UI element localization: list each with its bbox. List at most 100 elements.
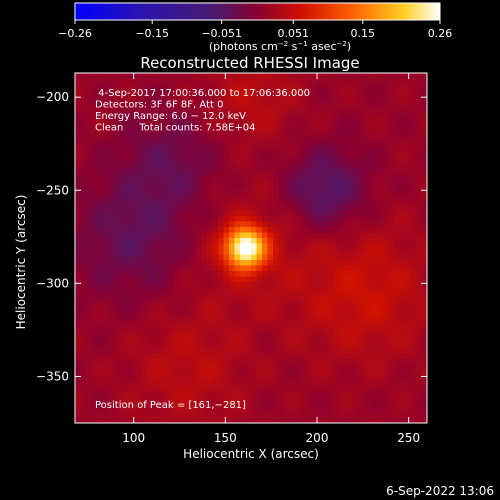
heat-cell xyxy=(317,298,323,305)
heat-cell xyxy=(399,315,406,321)
heat-cell xyxy=(207,194,213,200)
heat-cell xyxy=(300,216,307,222)
heat-cell xyxy=(97,353,103,360)
heat-cell xyxy=(333,144,340,151)
heat-cell xyxy=(328,221,334,228)
heat-cell xyxy=(383,243,389,250)
heat-cell xyxy=(80,139,87,145)
heat-cell xyxy=(240,84,246,90)
heat-cell xyxy=(267,293,274,299)
heat-cell xyxy=(190,326,197,332)
heat-cell xyxy=(168,364,175,371)
heat-cell xyxy=(130,144,136,151)
heat-cell xyxy=(388,276,395,283)
heat-cell xyxy=(289,84,296,90)
heat-cell xyxy=(295,210,301,217)
heat-cell xyxy=(328,95,334,101)
heat-cell xyxy=(190,337,197,343)
heat-cell xyxy=(196,188,202,195)
heat-cell xyxy=(229,408,235,415)
heat-cell xyxy=(119,375,125,382)
heat-cell xyxy=(207,298,213,305)
heat-cell xyxy=(207,392,213,398)
heat-cell xyxy=(97,139,103,145)
heat-cell xyxy=(152,216,158,222)
heat-cell xyxy=(383,238,389,244)
heatmap-image xyxy=(75,73,427,423)
heat-cell xyxy=(124,122,131,129)
heat-cell xyxy=(75,260,81,266)
heat-cell xyxy=(146,111,153,118)
heat-cell xyxy=(190,260,197,266)
heat-cell xyxy=(262,166,268,173)
heat-cell xyxy=(289,304,296,310)
heat-cell xyxy=(361,122,367,129)
heat-cell xyxy=(366,111,373,118)
heat-cell xyxy=(80,298,87,305)
heat-cell xyxy=(141,122,147,129)
heat-cell xyxy=(273,188,279,195)
heat-cell xyxy=(168,106,175,112)
heat-cell xyxy=(317,73,323,79)
heat-cell xyxy=(366,89,373,96)
heat-cell xyxy=(124,161,131,167)
heat-cell xyxy=(306,194,312,200)
heat-cell xyxy=(218,210,224,217)
heat-cell xyxy=(80,128,87,134)
heat-cell xyxy=(168,298,175,305)
heat-cell xyxy=(201,315,208,321)
heat-cell xyxy=(262,232,268,239)
heat-cell xyxy=(339,139,345,145)
heat-cell xyxy=(245,386,252,393)
heat-cell xyxy=(190,133,197,140)
heat-cell xyxy=(410,419,417,423)
heat-cell xyxy=(113,392,120,398)
heat-cell xyxy=(212,243,219,250)
heat-cell xyxy=(355,320,362,327)
heat-cell xyxy=(124,106,131,112)
heat-cell xyxy=(212,397,219,404)
heat-cell xyxy=(190,265,197,272)
heat-cell xyxy=(366,166,373,173)
heat-cell xyxy=(75,414,81,420)
heat-cell xyxy=(201,260,208,266)
heat-cell xyxy=(355,89,362,96)
heat-cell xyxy=(218,392,224,398)
heat-cell xyxy=(273,183,279,189)
heat-cell xyxy=(130,133,136,140)
heat-cell xyxy=(223,331,230,338)
heat-cell xyxy=(190,276,197,283)
heat-cell xyxy=(262,106,268,112)
heat-cell xyxy=(119,106,125,112)
heat-cell xyxy=(300,392,307,398)
heat-cell xyxy=(344,276,351,283)
heat-cell xyxy=(251,128,257,134)
heat-cell xyxy=(108,392,114,398)
heat-cell xyxy=(163,161,169,167)
heat-cell xyxy=(212,122,219,129)
heat-cell xyxy=(229,73,235,79)
heat-cell xyxy=(108,282,114,288)
heat-cell xyxy=(185,265,191,272)
heat-cell xyxy=(317,276,323,283)
heat-cell xyxy=(284,243,290,250)
heat-cell xyxy=(416,315,422,321)
heat-cell xyxy=(229,210,235,217)
heat-cell xyxy=(284,403,290,409)
heat-cell xyxy=(311,320,318,327)
heat-cell xyxy=(185,375,191,382)
heat-cell xyxy=(377,122,384,129)
heat-cell xyxy=(289,392,296,398)
heat-cell xyxy=(102,232,109,239)
heat-cell xyxy=(317,282,323,288)
heat-cell xyxy=(355,128,362,134)
heat-cell xyxy=(410,381,417,387)
heat-cell xyxy=(245,320,252,327)
heat-cell xyxy=(311,348,318,354)
heat-cell xyxy=(223,397,230,404)
heat-cell xyxy=(207,106,213,112)
heat-cell xyxy=(366,265,373,272)
heat-cell xyxy=(179,304,186,310)
heat-cell xyxy=(410,106,417,112)
heat-cell xyxy=(284,150,290,156)
